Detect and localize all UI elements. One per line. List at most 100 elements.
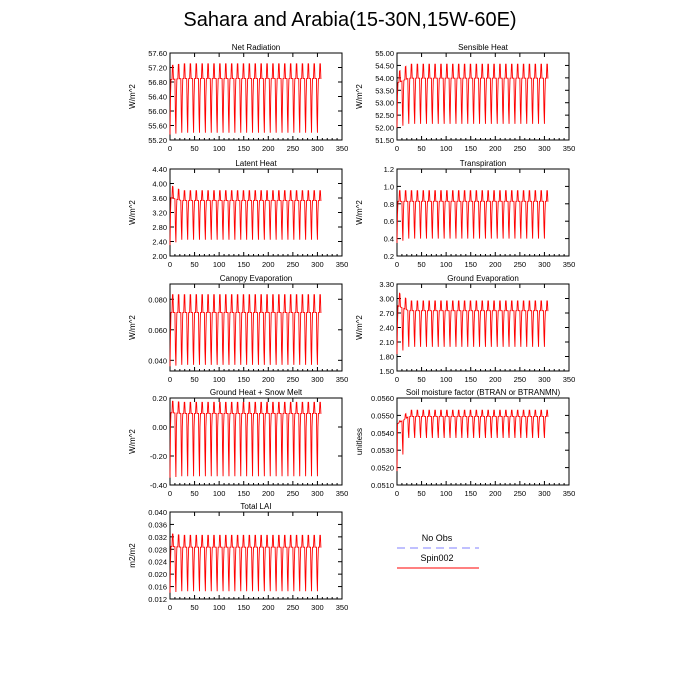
panel: Transpiration W/m^2 0 50 100 150 200 250 300 350 0…	[355, 159, 575, 269]
panel: Sensible Heat W/m^2 0 50 100 150 200 250 300 350 5…	[355, 43, 575, 153]
x-tick-label: 350	[563, 489, 576, 498]
panel-title: Net Radiation	[232, 43, 280, 52]
x-tick-label: 150	[464, 144, 477, 153]
x-tick-label: 300	[311, 260, 324, 269]
y-axis-label: W/m^2	[128, 200, 137, 225]
y-tick-label: 0.6	[384, 217, 394, 226]
y-tick-label: 54.50	[375, 61, 394, 70]
x-tick-label: 300	[311, 375, 324, 384]
y-axis-label: W/m^2	[128, 429, 137, 454]
y-axis-label: W/m^2	[128, 84, 137, 109]
series-line-spin002	[169, 63, 322, 135]
panel: Latent Heat W/m^2 0 50 100 150 200 250 300 350 2.0…	[128, 159, 348, 269]
series-line-spin002	[396, 409, 549, 472]
y-tick-label: 0.040	[148, 356, 167, 365]
x-tick-label: 150	[237, 603, 250, 612]
x-tick-label: 350	[563, 260, 576, 269]
y-tick-label: 56.00	[148, 107, 167, 116]
x-tick-label: 0	[395, 260, 399, 269]
y-tick-label: 51.50	[375, 136, 394, 145]
x-tick-label: 350	[336, 260, 349, 269]
plot-frame	[396, 168, 570, 257]
y-tick-label: 0.0510	[371, 481, 394, 490]
legend: No Obs Spin002	[397, 533, 479, 569]
y-tick-label: 54.00	[375, 74, 394, 83]
x-tick-label: 300	[538, 144, 551, 153]
x-tick-label: 250	[287, 375, 300, 384]
y-tick-label: 0.028	[148, 545, 167, 554]
y-tick-label: 4.40	[152, 165, 167, 174]
x-tick-label: 100	[440, 489, 453, 498]
x-tick-label: 300	[538, 489, 551, 498]
x-tick-label: 200	[262, 489, 275, 498]
x-tick-label: 200	[489, 144, 502, 153]
y-axis-label: W/m^2	[355, 200, 364, 225]
x-tick-label: 50	[190, 603, 198, 612]
y-tick-label: 52.00	[375, 124, 394, 133]
x-tick-label: 0	[168, 489, 172, 498]
y-tick-label: 0.0560	[371, 394, 394, 403]
x-tick-label: 50	[417, 375, 425, 384]
x-tick-label: 200	[489, 260, 502, 269]
y-tick-label: 0.080	[148, 295, 167, 304]
series-line-spin002	[169, 400, 322, 478]
y-axis-label: m2/m2	[128, 543, 137, 568]
x-tick-label: 150	[237, 375, 250, 384]
x-tick-label: 200	[262, 260, 275, 269]
x-tick-label: 150	[464, 489, 477, 498]
x-tick-label: 250	[514, 260, 527, 269]
x-tick-label: 350	[336, 144, 349, 153]
series-line-spin002	[169, 533, 322, 593]
y-tick-label: 3.00	[379, 295, 394, 304]
x-tick-label: 100	[213, 260, 226, 269]
panel: Net Radiation W/m^2 0 50 100 150 200 250 300 350 5…	[128, 43, 348, 153]
x-tick-label: 100	[213, 144, 226, 153]
panel: Total LAI m2/m2 0 50 100 150 200 250 300 350 0.012…	[128, 502, 348, 612]
y-tick-label: 0.20	[152, 394, 167, 403]
x-tick-label: 50	[417, 489, 425, 498]
y-tick-label: 2.40	[152, 238, 167, 247]
panel: Soil moisture factor (BTRAN or BTRANMN) u…	[355, 388, 575, 498]
x-tick-label: 0	[395, 375, 399, 384]
y-tick-label: 57.60	[148, 49, 167, 58]
x-tick-label: 200	[262, 375, 275, 384]
y-tick-label: 52.50	[375, 111, 394, 120]
x-tick-label: 350	[563, 144, 576, 153]
x-tick-label: 200	[262, 603, 275, 612]
legend-label-obs: No Obs	[422, 533, 453, 543]
y-tick-label: 0.8	[384, 200, 394, 209]
x-tick-label: 50	[190, 489, 198, 498]
x-tick-label: 150	[464, 375, 477, 384]
y-tick-label: -0.40	[150, 481, 167, 490]
y-tick-label: 0.00	[152, 423, 167, 432]
y-tick-label: 2.00	[152, 252, 167, 261]
x-tick-label: 0	[168, 603, 172, 612]
x-tick-label: 350	[336, 603, 349, 612]
panel-title: Soil moisture factor (BTRAN or BTRANMN)	[406, 388, 561, 397]
x-tick-label: 300	[311, 144, 324, 153]
x-tick-label: 250	[287, 144, 300, 153]
x-tick-label: 0	[168, 260, 172, 269]
x-tick-label: 250	[287, 603, 300, 612]
x-tick-label: 50	[190, 260, 198, 269]
y-tick-label: 55.00	[375, 49, 394, 58]
y-tick-label: 2.70	[379, 309, 394, 318]
y-tick-label: 0.2	[384, 252, 394, 261]
y-tick-label: 2.80	[152, 223, 167, 232]
panel: Ground Heat + Snow Melt W/m^2 0 50 100 150 200…	[128, 388, 348, 498]
x-tick-label: 250	[287, 489, 300, 498]
y-tick-label: 3.20	[152, 209, 167, 218]
y-tick-label: 0.016	[148, 583, 167, 592]
x-tick-label: 200	[489, 489, 502, 498]
y-tick-label: 0.0530	[371, 446, 394, 455]
y-tick-label: 1.2	[384, 165, 394, 174]
x-tick-label: 150	[237, 260, 250, 269]
y-axis-label: W/m^2	[355, 84, 364, 109]
y-axis-label: W/m^2	[355, 315, 364, 340]
y-tick-label: 0.4	[384, 235, 394, 244]
y-tick-label: 0.020	[148, 570, 167, 579]
x-tick-label: 50	[417, 144, 425, 153]
series-line-spin002	[169, 294, 322, 367]
x-tick-label: 150	[237, 489, 250, 498]
